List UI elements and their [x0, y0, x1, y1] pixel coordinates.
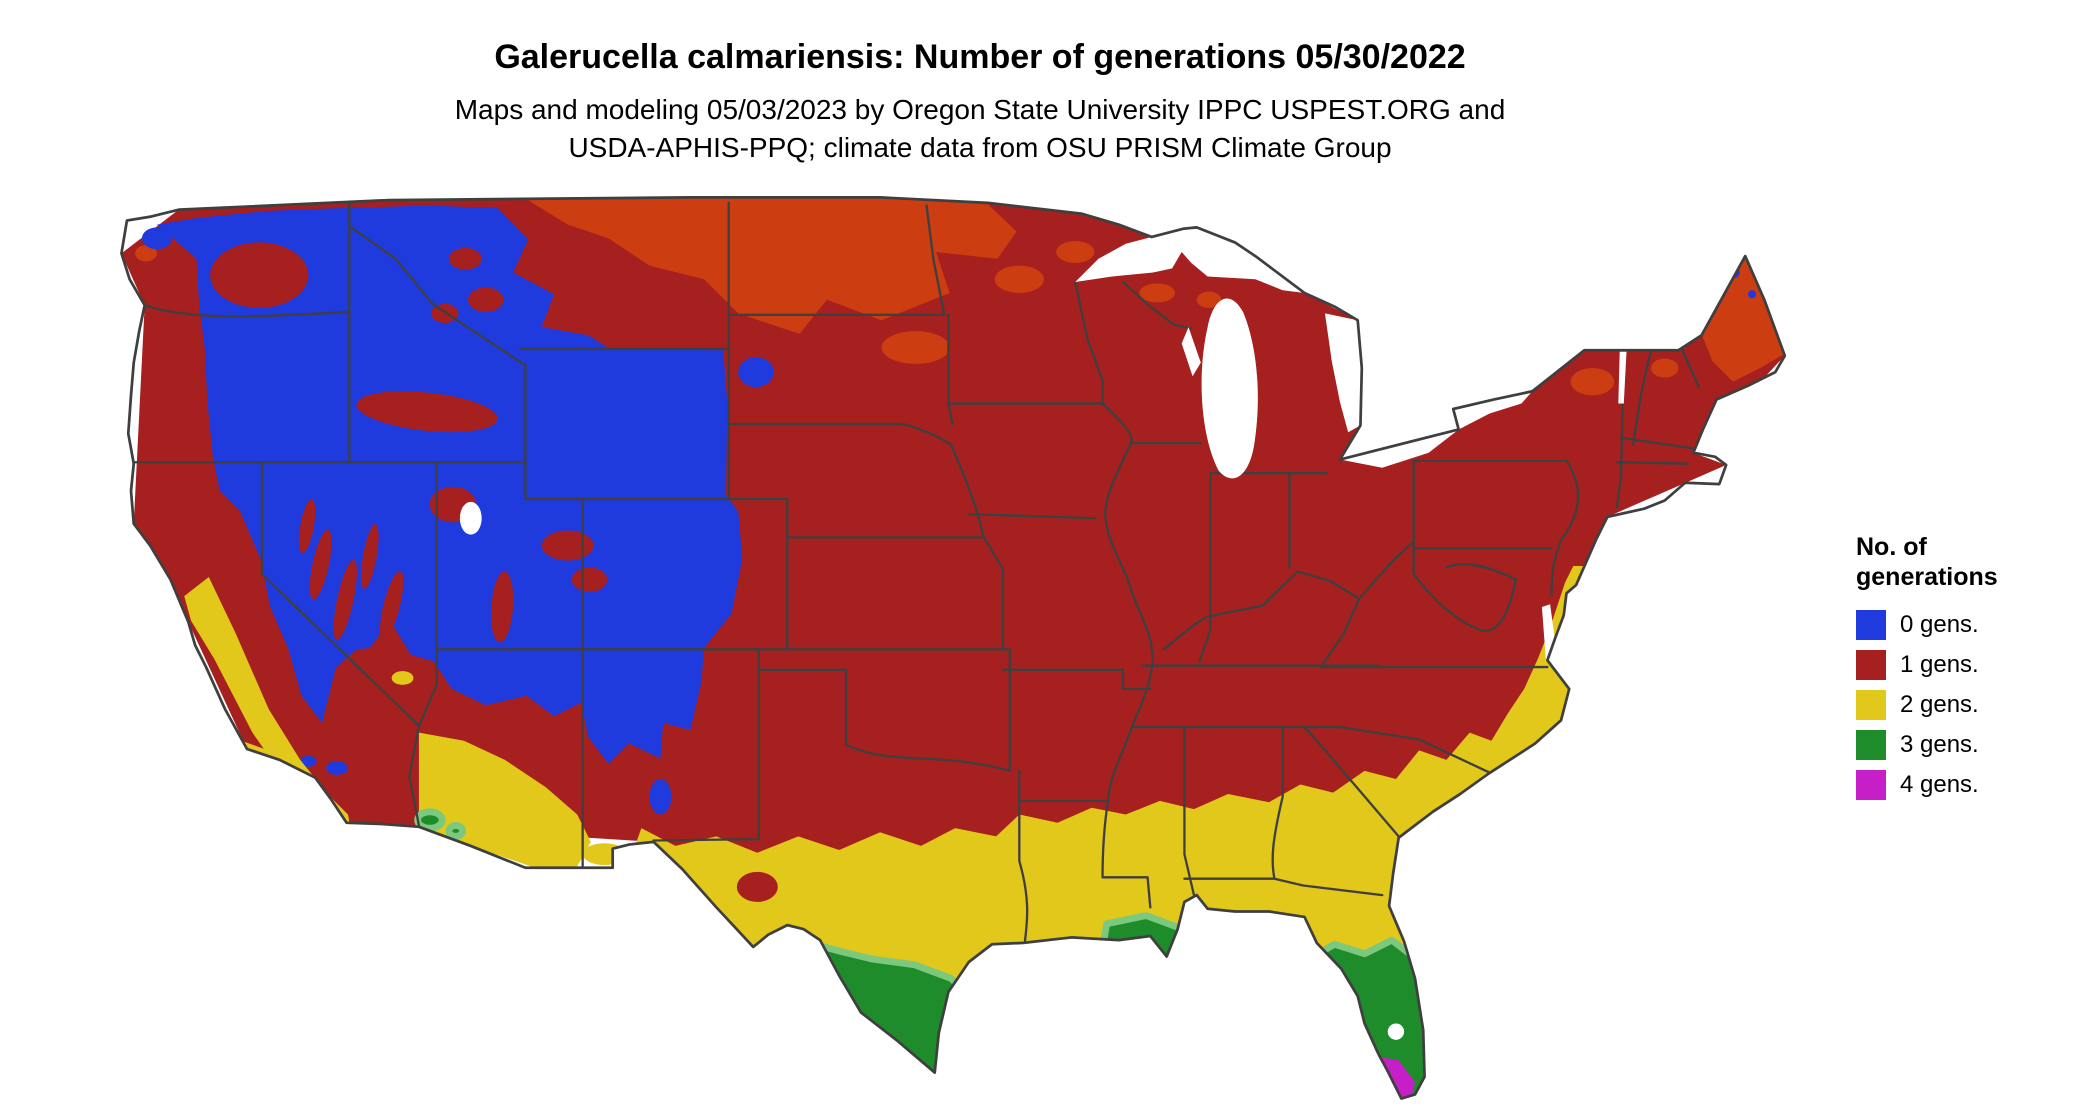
legend-items: 0 gens. 1 gens. 2 gens. 3 gens. 4 gens.: [1856, 610, 1998, 800]
map-subtitle-line1: Maps and modeling 05/03/2023 by Oregon S…: [454, 94, 1506, 125]
us-map-svg: [120, 196, 1787, 1100]
legend-item-2-gens: 2 gens.: [1856, 690, 1998, 720]
legend-label-4-gens: 4 gens.: [1900, 771, 1979, 798]
legend: No. of generations 0 gens. 1 gens. 2 gen…: [1856, 532, 1998, 810]
legend-swatch-1-gens: [1856, 650, 1886, 680]
legend-label-0-gens: 0 gens.: [1900, 611, 1979, 638]
legend-title-line2: generations: [1856, 563, 1998, 591]
legend-item-1-gens: 1 gens.: [1856, 650, 1998, 680]
legend-item-3-gens: 3 gens.: [1856, 730, 1998, 760]
lake-superior: [1075, 227, 1305, 293]
legend-swatch-4-gens: [1856, 770, 1886, 800]
region-0-generations: [141, 205, 1757, 815]
legend-item-4-gens: 4 gens.: [1856, 770, 1998, 800]
legend-swatch-0-gens: [1856, 610, 1886, 640]
state-borders: [127, 201, 1700, 945]
legend-label-1-gens: 1 gens.: [1900, 651, 1979, 678]
lake-champlain: [1618, 351, 1627, 404]
legend-swatch-3-gens: [1856, 730, 1886, 760]
map-subtitle-line2: USDA-APHIS-PPQ; climate data from OSU PR…: [568, 132, 1392, 163]
legend-swatch-2-gens: [1856, 690, 1886, 720]
great-lakes-water: [459, 227, 1627, 1040]
lake-okeechobee: [1387, 1023, 1405, 1040]
legend-label-3-gens: 3 gens.: [1900, 731, 1979, 758]
legend-label-2-gens: 2 gens.: [1900, 691, 1979, 718]
great-salt-lake: [459, 501, 482, 535]
green-bay: [1181, 327, 1201, 377]
us-generations-map: [116, 196, 1808, 1104]
legend-title-line1: No. of: [1856, 533, 1927, 561]
legend-item-0-gens: 0 gens.: [1856, 610, 1998, 640]
lake-erie: [1339, 429, 1459, 468]
region-1-generations-basins: [210, 242, 608, 643]
lake-ontario: [1453, 391, 1533, 419]
region-1-generations-davis-mountains: [736, 871, 778, 902]
map-title: Galerucella calmariensis: Number of gene…: [494, 38, 1466, 76]
lake-michigan: [1201, 298, 1258, 479]
lake-huron: [1324, 313, 1362, 433]
map-header: Galerucella calmariensis: Number of gene…: [0, 0, 1960, 167]
legend-title: No. of generations: [1856, 532, 1998, 592]
us-outline: [120, 196, 1787, 1100]
